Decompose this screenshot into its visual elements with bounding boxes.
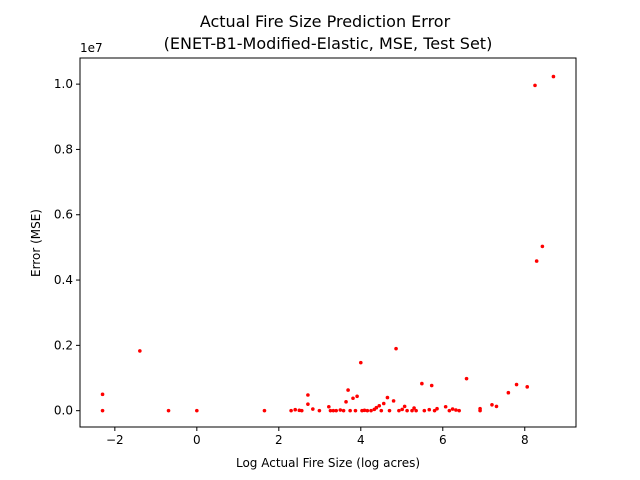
y-axis-offset-label: 1e7 [80,41,103,55]
axis-ticks: −2 0 2 4 6 8 0.0 0.2 0.4 0.6 0.8 1.0 [54,77,529,447]
data-point-3 [166,408,171,413]
data-point-68 [540,244,545,249]
data-point-58 [464,376,469,381]
data-point-39 [394,346,398,351]
data-point-32 [374,405,379,410]
y-tick-label-0: 0.0 [54,404,73,418]
data-point-47 [420,381,424,386]
y-tick-label-5: 1.0 [54,77,73,91]
x-tick-label-0: −2 [106,433,124,447]
data-point-25 [355,394,359,399]
data-point-41 [400,407,405,412]
data-point-24 [353,408,358,413]
data-point-37 [387,408,392,413]
chart-title-line-1: Actual Fire Size Prediction Error [200,12,451,31]
data-point-28 [362,408,367,413]
data-point-13 [317,408,322,413]
data-point-29 [365,408,370,413]
data-point-5 [262,408,267,413]
y-tick-label-3: 0.6 [54,208,73,222]
data-point-33 [377,403,382,408]
data-point-62 [494,404,499,409]
data-point-56 [454,408,458,412]
data-point-64 [514,382,519,387]
data-point-22 [348,408,352,413]
data-point-14 [327,404,331,409]
data-point-61 [490,402,494,407]
data-point-12 [311,407,315,411]
data-point-57 [457,408,461,413]
data-point-34 [379,408,384,413]
data-point-6 [289,408,293,413]
y-tick-label-4: 0.8 [54,142,73,156]
data-points [100,74,556,413]
data-point-11 [306,402,310,406]
y-tick-label-1: 0.2 [54,338,73,352]
data-point-65 [525,385,530,389]
data-point-45 [412,406,416,410]
data-point-16 [331,408,336,413]
data-point-69 [551,74,556,79]
x-tick-label-5: 8 [521,433,529,447]
data-point-38 [391,399,396,403]
data-point-50 [429,383,434,388]
x-tick-label-4: 6 [439,433,447,447]
data-point-52 [435,406,439,411]
data-point-2 [138,349,142,353]
data-point-21 [346,388,350,392]
data-point-26 [358,360,363,365]
chart-title-line-2: (ENET-B1-Modified-Elastic, MSE, Test Set… [164,34,493,53]
x-axis-label: Log Actual Fire Size (log acres) [236,456,420,470]
x-tick-label-3: 4 [357,433,365,447]
data-point-1 [100,408,105,413]
data-point-4 [195,408,199,413]
data-point-53 [443,404,448,409]
data-point-40 [397,408,401,413]
data-point-15 [328,408,333,413]
data-point-0 [100,392,105,397]
data-point-18 [338,408,343,412]
x-tick-label-1: 0 [193,433,201,447]
data-point-63 [506,390,511,395]
data-point-51 [432,408,437,413]
plot-area-frame [79,57,577,428]
data-point-55 [450,407,455,411]
data-point-35 [381,401,386,406]
data-point-10 [306,393,310,397]
data-point-9 [299,408,304,413]
data-point-44 [410,408,414,413]
x-tick-label-2: 2 [275,433,283,447]
data-point-19 [341,408,346,413]
y-axis-label: Error (MSE) [29,209,43,277]
data-point-23 [351,396,355,401]
data-point-43 [405,408,409,413]
data-point-20 [344,400,348,404]
data-point-36 [385,395,390,400]
data-point-42 [402,404,407,409]
chart-title: Actual Fire Size Prediction Error (ENET-… [164,12,493,53]
data-point-66 [533,83,537,88]
data-point-48 [422,408,427,413]
data-point-17 [334,408,339,413]
data-point-7 [293,407,298,412]
data-point-30 [369,408,373,413]
data-point-67 [534,259,539,263]
data-point-49 [427,407,432,412]
data-point-60 [478,408,482,413]
data-point-54 [447,408,452,413]
data-point-46 [414,408,418,413]
y-tick-label-2: 0.4 [54,273,73,287]
